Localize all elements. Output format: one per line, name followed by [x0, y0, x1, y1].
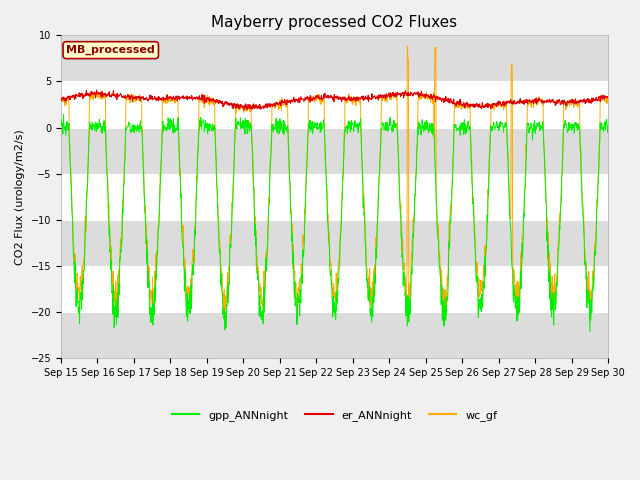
- Legend: gpp_ANNnight, er_ANNnight, wc_gf: gpp_ANNnight, er_ANNnight, wc_gf: [167, 406, 502, 425]
- Title: Mayberry processed CO2 Fluxes: Mayberry processed CO2 Fluxes: [211, 15, 458, 30]
- Bar: [61, 312, 608, 358]
- Bar: [61, 128, 608, 174]
- Text: MB_processed: MB_processed: [67, 45, 155, 55]
- Y-axis label: CO2 Flux (urology/m2/s): CO2 Flux (urology/m2/s): [15, 129, 25, 264]
- Bar: [61, 36, 608, 82]
- Bar: [61, 220, 608, 266]
